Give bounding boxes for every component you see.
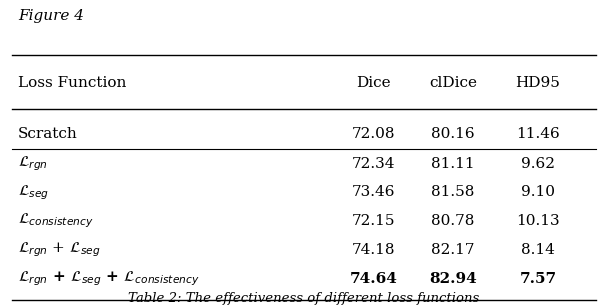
Text: Table 2: The effectiveness of different loss functions: Table 2: The effectiveness of different …: [128, 292, 480, 305]
Text: 72.34: 72.34: [352, 157, 396, 171]
Text: Loss Function: Loss Function: [18, 76, 126, 90]
Text: clDice: clDice: [429, 76, 477, 90]
Text: 80.16: 80.16: [431, 127, 475, 141]
Text: Figure 4: Figure 4: [18, 9, 85, 23]
Text: 82.94: 82.94: [429, 272, 477, 286]
Text: $\mathcal{L}_{seg}$: $\mathcal{L}_{seg}$: [18, 183, 49, 202]
Text: 11.46: 11.46: [516, 127, 560, 141]
Text: 80.78: 80.78: [431, 214, 475, 228]
Text: 72.08: 72.08: [352, 127, 396, 141]
Text: 81.58: 81.58: [431, 185, 475, 200]
Text: 10.13: 10.13: [516, 214, 560, 228]
Text: 81.11: 81.11: [431, 157, 475, 171]
Text: 7.57: 7.57: [519, 272, 557, 286]
Text: 82.17: 82.17: [431, 243, 475, 257]
Text: 72.15: 72.15: [352, 214, 396, 228]
Text: 73.46: 73.46: [352, 185, 396, 200]
Text: HD95: HD95: [516, 76, 561, 90]
Text: $\mathcal{L}_{rgn}$: $\mathcal{L}_{rgn}$: [18, 155, 48, 173]
Text: $\mathcal{L}_{rgn}$ + $\mathcal{L}_{seg}$ + $\mathcal{L}_{consistency}$: $\mathcal{L}_{rgn}$ + $\mathcal{L}_{seg}…: [18, 270, 200, 288]
Text: 74.18: 74.18: [352, 243, 396, 257]
Text: Scratch: Scratch: [18, 127, 78, 141]
Text: $\mathcal{L}_{consistency}$: $\mathcal{L}_{consistency}$: [18, 212, 94, 230]
Text: 8.14: 8.14: [521, 243, 555, 257]
Text: $\mathcal{L}_{rgn}$ + $\mathcal{L}_{seg}$: $\mathcal{L}_{rgn}$ + $\mathcal{L}_{seg}…: [18, 241, 101, 259]
Text: 9.62: 9.62: [521, 157, 555, 171]
Text: 74.64: 74.64: [350, 272, 398, 286]
Text: 9.10: 9.10: [521, 185, 555, 200]
Text: Dice: Dice: [357, 76, 391, 90]
